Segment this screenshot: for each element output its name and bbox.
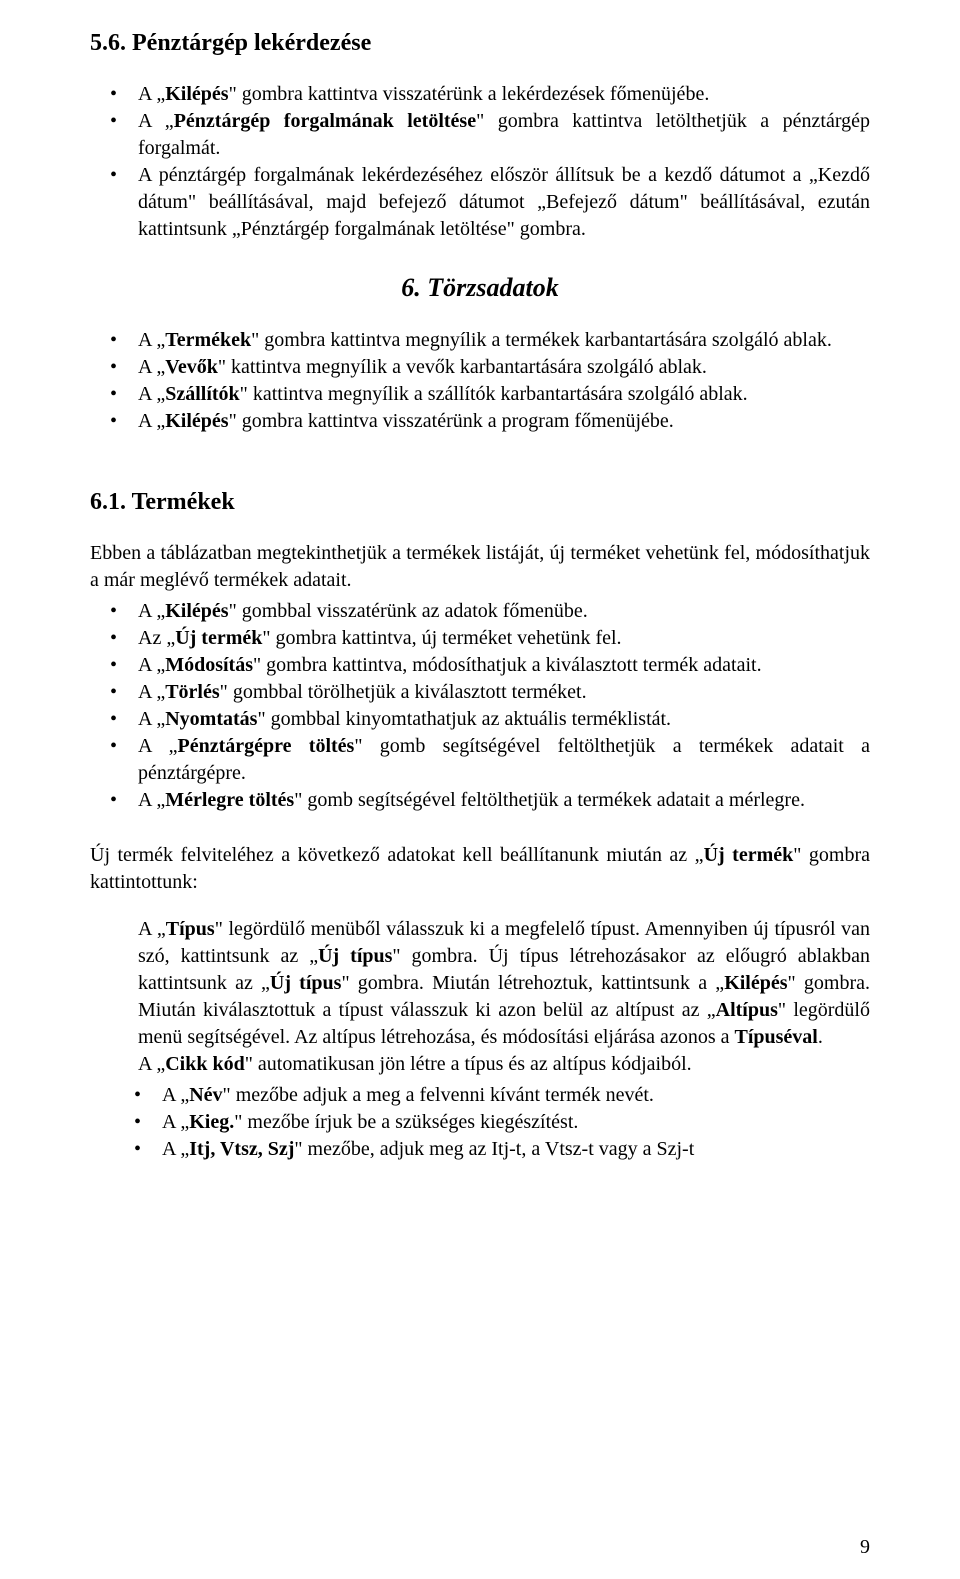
paragraph-tipus: A „Típus" legördülő menüből válasszuk ki… (138, 916, 870, 1051)
bullet-item: A pénztárgép forgalmának lekérdezéséhez … (138, 162, 870, 243)
heading-6-1: 6.1. Termékek (90, 489, 870, 516)
bullets-6-1: A „Kilépés" gombbal visszatérünk az adat… (90, 598, 870, 814)
indented-block: A „Típus" legördülő menüből válasszuk ki… (90, 916, 870, 1078)
bullet-item: A „Kilépés" gombbal visszatérünk az adat… (138, 598, 870, 625)
bullets-6: A „Termékek" gombra kattintva megnyílik … (90, 327, 870, 435)
bullet-item: A „Szállítók" kattintva megnyílik a szál… (138, 381, 870, 408)
heading-5-6: 5.6. Pénztárgép lekérdezése (90, 30, 870, 57)
heading-6: 6. Törzsadatok (90, 273, 870, 303)
paragraph-uj-termek: Új termék felviteléhez a következő adato… (90, 842, 870, 896)
bullets-6-1-fields: A „Név" mezőbe adjuk a meg a felvenni kí… (90, 1082, 870, 1163)
bullet-item: A „Vevők" kattintva megnyílik a vevők ka… (138, 354, 870, 381)
bullet-item: A „Kilépés" gombra kattintva visszatérün… (138, 81, 870, 108)
bullet-item: A „Pénztárgép forgalmának letöltése" gom… (138, 108, 870, 162)
page-number: 9 (860, 1536, 870, 1559)
bullet-item: A „Pénztárgépre töltés" gomb segítségéve… (138, 733, 870, 787)
bullet-item: A „Nyomtatás" gombbal kinyomtathatjuk az… (138, 706, 870, 733)
bullet-item: A „Kieg." mezőbe írjuk be a szükséges ki… (162, 1109, 870, 1136)
bullets-5-6: A „Kilépés" gombra kattintva visszatérün… (90, 81, 870, 243)
paragraph-intro-61: Ebben a táblázatban megtekinthetjük a te… (90, 540, 870, 594)
paragraph-cikk-kod: A „Cikk kód" automatikusan jön létre a t… (138, 1051, 870, 1078)
bullet-item: A „Módosítás" gombra kattintva, módosíth… (138, 652, 870, 679)
bullet-item: Az „Új termék" gombra kattintva, új term… (138, 625, 870, 652)
bullet-item: A „Kilépés" gombra kattintva visszatérün… (138, 408, 870, 435)
bullet-item: A „Itj, Vtsz, Szj" mezőbe, adjuk meg az … (162, 1136, 870, 1163)
bullet-item: A „Törlés" gombbal törölhetjük a kiválas… (138, 679, 870, 706)
bullet-item: A „Mérlegre töltés" gomb segítségével fe… (138, 787, 870, 814)
bullet-item: A „Termékek" gombra kattintva megnyílik … (138, 327, 870, 354)
document-page: 5.6. Pénztárgép lekérdezése A „Kilépés" … (0, 0, 960, 1579)
bullet-item: A „Név" mezőbe adjuk a meg a felvenni kí… (162, 1082, 870, 1109)
